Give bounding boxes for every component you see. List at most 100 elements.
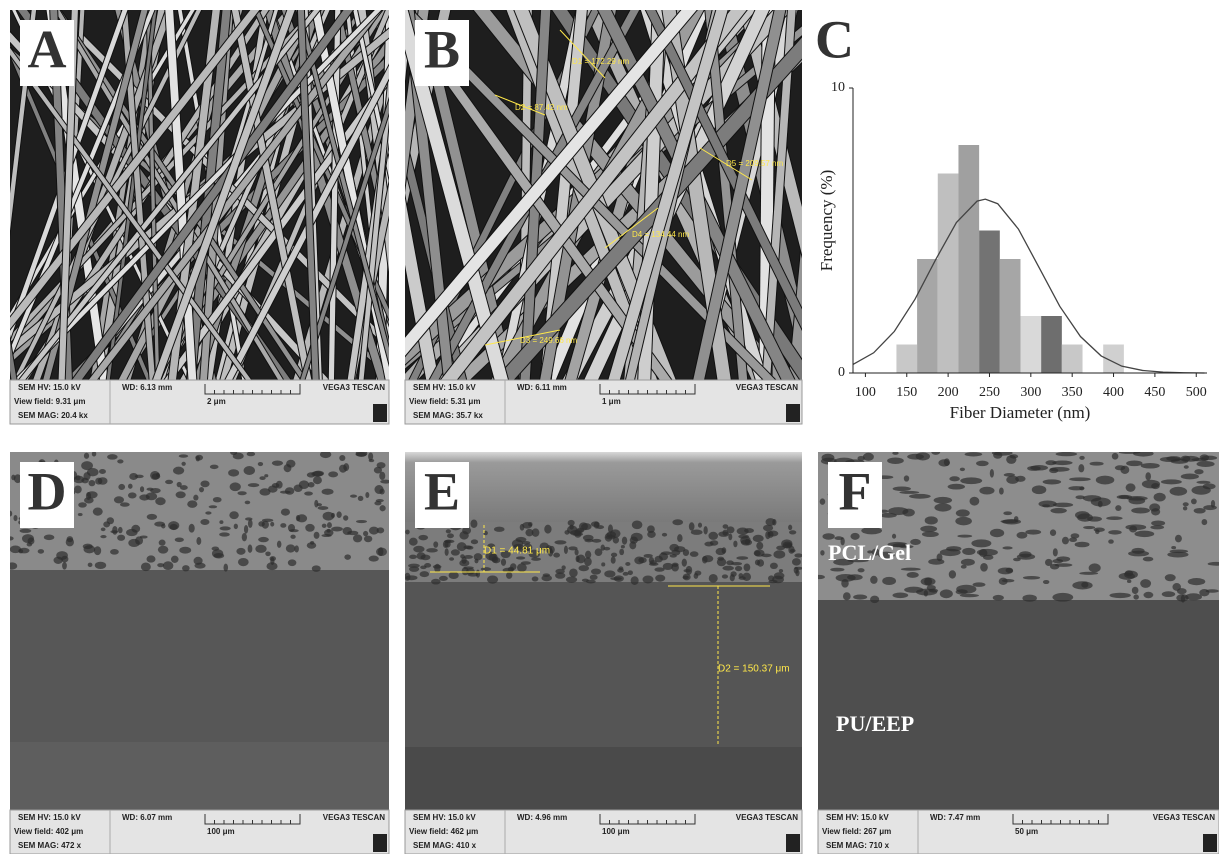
pore — [703, 526, 707, 534]
pore — [272, 460, 283, 465]
pore — [1211, 500, 1215, 508]
pore — [584, 539, 593, 542]
pore — [1143, 557, 1153, 562]
pore — [320, 451, 331, 458]
pore — [1183, 506, 1187, 510]
pore — [420, 571, 430, 577]
pore — [87, 468, 99, 476]
pore — [924, 590, 928, 596]
pore — [22, 534, 34, 543]
pore — [1053, 503, 1073, 508]
pore — [378, 547, 383, 556]
pore — [173, 467, 184, 475]
pore — [940, 589, 953, 598]
pore — [248, 483, 260, 487]
pore — [870, 576, 877, 584]
pore — [553, 553, 560, 558]
pore — [1078, 464, 1084, 472]
info-scale: 2 μm — [207, 397, 226, 406]
pore — [1171, 546, 1176, 549]
pore — [44, 535, 55, 541]
pore — [1202, 519, 1208, 525]
pore — [117, 535, 125, 541]
pore — [336, 511, 341, 518]
pore — [948, 484, 965, 490]
pore — [1027, 466, 1041, 471]
pore — [470, 520, 477, 528]
pore — [128, 539, 140, 547]
pore — [722, 574, 728, 578]
pore — [544, 525, 551, 534]
pore — [1128, 551, 1149, 557]
pore — [314, 500, 318, 508]
info-hv: SEM HV: 15.0 kV — [413, 383, 476, 392]
pore — [1015, 476, 1025, 482]
pore — [117, 459, 123, 463]
pore — [979, 549, 988, 557]
panel-letter: A — [28, 19, 67, 79]
pore — [980, 563, 988, 572]
pore — [219, 532, 230, 536]
pore — [960, 477, 982, 484]
pore — [1006, 455, 1016, 464]
pore — [431, 579, 441, 585]
pore — [424, 563, 431, 568]
pore — [73, 476, 84, 484]
pore — [604, 570, 615, 577]
fiber — [0, 0, 4, 390]
pore — [213, 497, 222, 502]
pore — [1079, 572, 1098, 575]
info-wd: WD: 6.11 mm — [517, 383, 567, 392]
pore — [770, 563, 778, 569]
pore — [13, 515, 17, 521]
y-tick-label: 0 — [838, 365, 845, 380]
pore — [683, 576, 689, 580]
pore — [155, 497, 165, 505]
histogram-bar — [1062, 345, 1083, 374]
pore — [730, 571, 736, 576]
pore — [1075, 495, 1084, 499]
pore — [356, 520, 367, 523]
annotation: D3 = 249.66 nm — [520, 336, 577, 345]
pore — [841, 579, 849, 588]
pore — [447, 533, 454, 538]
pore — [196, 537, 201, 545]
pore — [655, 575, 665, 582]
logo — [373, 834, 387, 852]
pore — [78, 502, 87, 507]
pore — [794, 553, 802, 557]
pore — [128, 492, 137, 498]
pore — [1176, 594, 1188, 601]
pore — [175, 538, 184, 543]
pore — [893, 486, 911, 491]
pore — [931, 449, 940, 455]
pore — [417, 552, 426, 559]
pore — [582, 579, 589, 582]
figure: SEM HV: 15.0 kVView field: 9.31 μmSEM MA… — [0, 0, 1219, 854]
pore — [165, 480, 173, 484]
pore — [1108, 539, 1114, 543]
pore — [7, 562, 17, 569]
panel-letter: D — [28, 461, 67, 521]
pore — [993, 452, 1002, 459]
pore — [644, 554, 653, 558]
pore — [662, 533, 667, 537]
pore — [449, 572, 459, 579]
pore — [1201, 456, 1217, 460]
pore — [1126, 483, 1136, 491]
pore — [92, 451, 97, 456]
pore — [619, 549, 624, 555]
pore — [744, 528, 754, 533]
pore — [311, 471, 323, 477]
pore — [7, 536, 14, 540]
pore — [590, 575, 598, 580]
pore — [853, 595, 867, 600]
pore — [242, 533, 247, 541]
pore — [439, 576, 448, 581]
pore — [628, 570, 633, 575]
pore — [464, 555, 473, 559]
x-tick-label: 150 — [896, 385, 917, 400]
pore — [717, 558, 726, 566]
pore — [339, 455, 345, 461]
pore — [691, 530, 703, 535]
